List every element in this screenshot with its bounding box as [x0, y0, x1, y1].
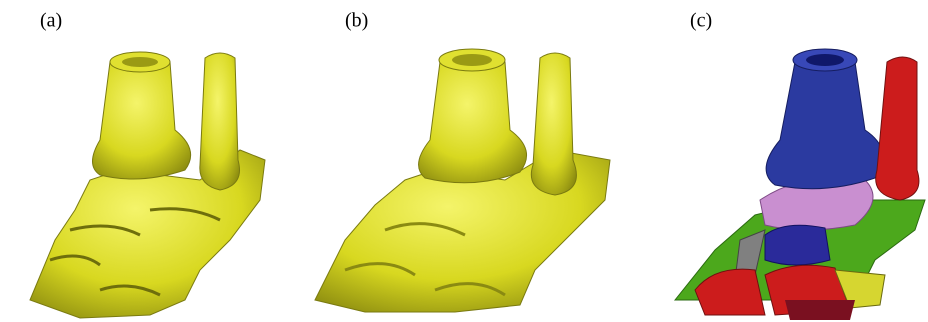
render-c	[675, 49, 925, 320]
panel-label: (b)	[345, 10, 368, 32]
panel-label: (a)	[40, 10, 62, 32]
panel-label: (c)	[690, 10, 712, 32]
figure: (a) (b) (c)	[0, 0, 928, 322]
render-b	[315, 49, 610, 312]
render-a	[30, 52, 265, 318]
